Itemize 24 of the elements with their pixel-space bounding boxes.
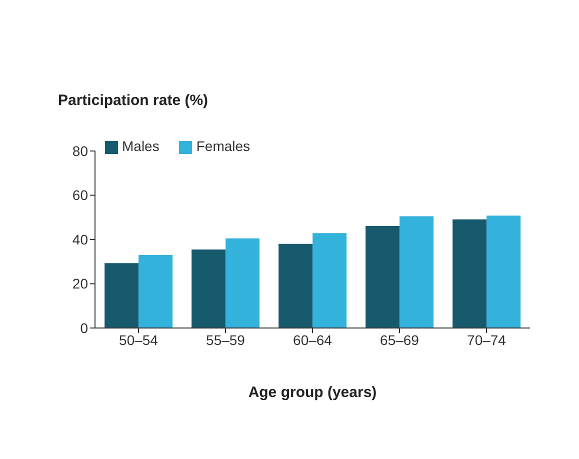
bar bbox=[486, 216, 521, 328]
x-tick-label: 50–54 bbox=[119, 332, 158, 348]
x-tick-label: 70–74 bbox=[467, 332, 506, 348]
bar bbox=[226, 238, 260, 328]
x-axis-title: Age group (years) bbox=[247, 384, 378, 401]
bar bbox=[192, 249, 226, 328]
y-tick-label: 40 bbox=[72, 231, 88, 248]
bar bbox=[312, 233, 347, 328]
x-tick-label: 60–64 bbox=[293, 332, 332, 348]
bar bbox=[452, 219, 487, 328]
y-tick-label: 80 bbox=[72, 142, 88, 159]
bar bbox=[366, 226, 400, 328]
x-tick-label: 65–69 bbox=[380, 332, 420, 348]
bar bbox=[400, 216, 434, 328]
y-tick-label: 60 bbox=[72, 187, 88, 204]
y-tick-label: 20 bbox=[72, 276, 88, 292]
bar bbox=[138, 254, 173, 328]
y-tick-label: 0 bbox=[80, 320, 88, 336]
y-axis-title: Participation rate (%) bbox=[58, 92, 208, 109]
legend-label: Females bbox=[196, 138, 250, 154]
legend-label: Males bbox=[122, 138, 160, 154]
x-tick-label: 55–59 bbox=[206, 332, 246, 348]
bar bbox=[104, 263, 139, 328]
bar bbox=[278, 244, 313, 328]
